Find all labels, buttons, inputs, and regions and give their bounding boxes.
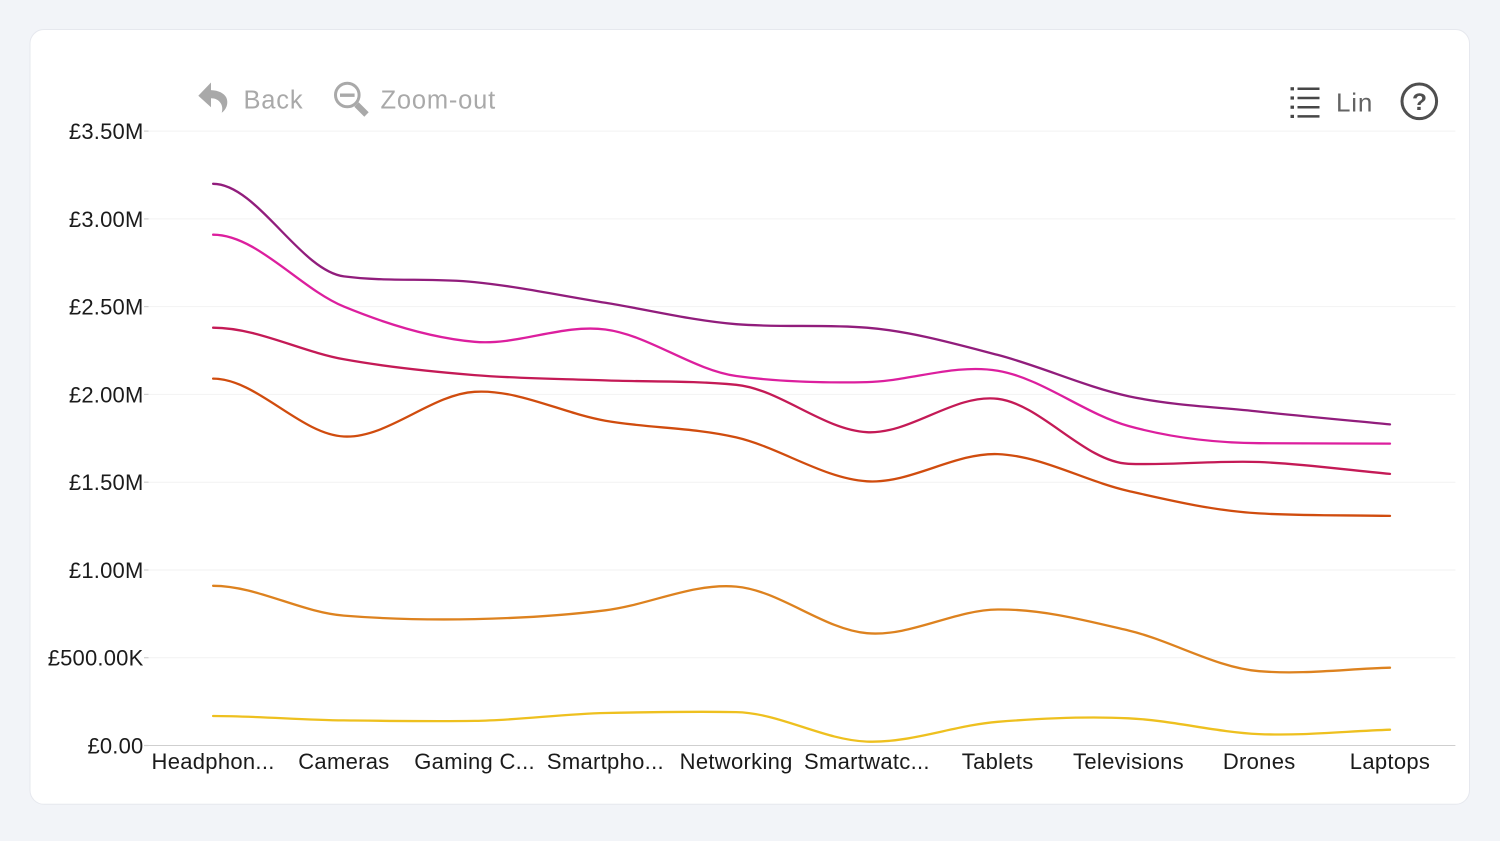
svg-text:£3.50M: £3.50M: [69, 119, 144, 144]
svg-text:Lin: Lin: [1336, 88, 1373, 118]
svg-text:Tablets: Tablets: [962, 749, 1034, 774]
svg-text:£1.50M: £1.50M: [69, 470, 144, 495]
svg-text:Gaming C...: Gaming C...: [414, 749, 535, 774]
svg-text:?: ?: [1412, 89, 1427, 116]
svg-text:Cameras: Cameras: [298, 749, 389, 774]
svg-text:£2.50M: £2.50M: [69, 295, 144, 320]
svg-text:Zoom-out: Zoom-out: [381, 87, 497, 115]
svg-text:Back: Back: [244, 87, 304, 115]
svg-text:Drones: Drones: [1223, 749, 1296, 774]
svg-text:£1.00M: £1.00M: [69, 558, 144, 583]
svg-text:Laptops: Laptops: [1350, 749, 1430, 774]
svg-text:£3.00M: £3.00M: [69, 207, 144, 232]
svg-text:£0.00: £0.00: [87, 734, 143, 759]
svg-text:Smartwatc...: Smartwatc...: [804, 749, 930, 774]
svg-text:£500.00K: £500.00K: [48, 646, 144, 671]
svg-text:Headphon...: Headphon...: [152, 749, 275, 774]
svg-text:£2.00M: £2.00M: [69, 382, 144, 407]
svg-text:Televisions: Televisions: [1073, 749, 1184, 774]
svg-text:Smartpho...: Smartpho...: [547, 749, 664, 774]
svg-text:Networking: Networking: [680, 749, 793, 774]
